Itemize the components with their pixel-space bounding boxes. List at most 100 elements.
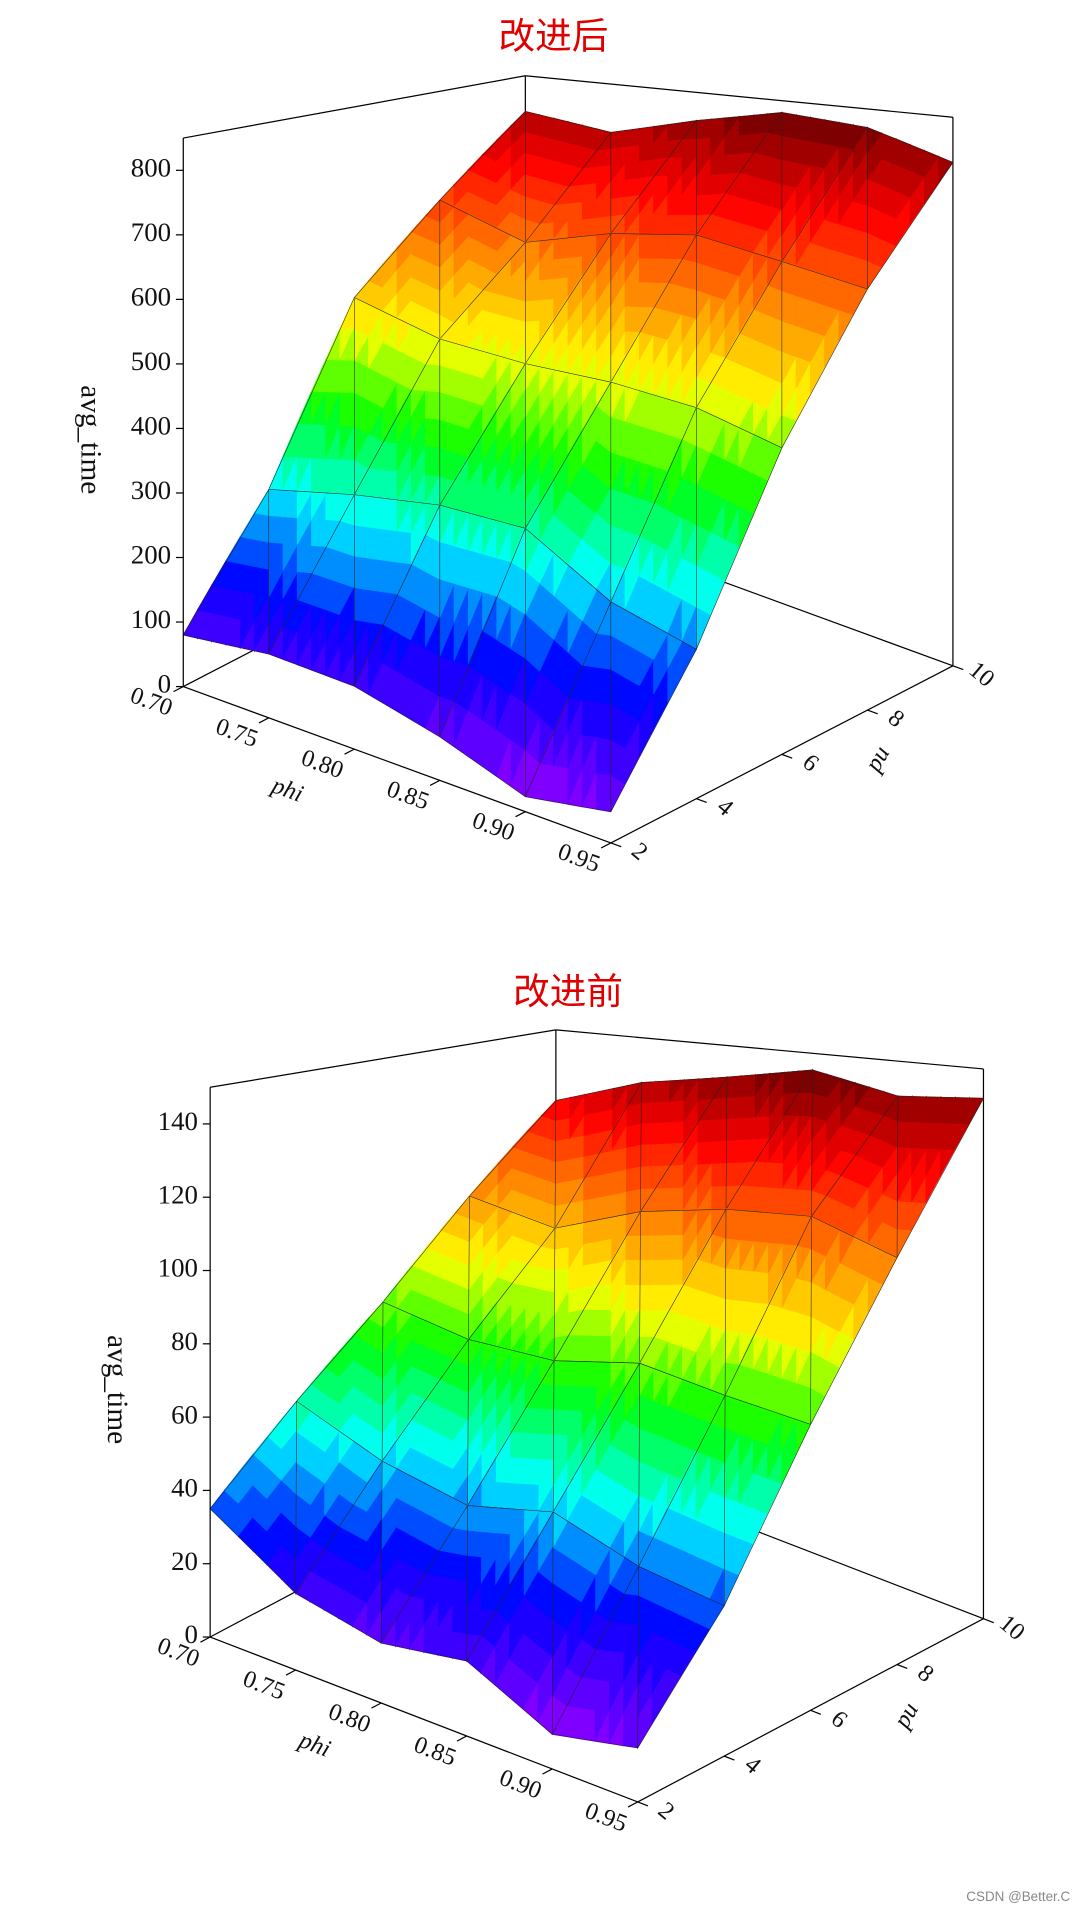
x-tick xyxy=(371,1702,382,1709)
mesh-line xyxy=(726,1069,813,1078)
z-tick-label: 140 xyxy=(158,1106,198,1136)
mesh-line xyxy=(638,1566,725,1607)
mesh-line xyxy=(439,242,526,340)
mesh-line xyxy=(610,601,697,650)
mesh-line xyxy=(610,120,697,133)
z-tick-label: 20 xyxy=(171,1546,198,1576)
mesh-line xyxy=(696,112,782,121)
mesh-line xyxy=(553,1228,556,1361)
mesh-line xyxy=(381,1642,467,1662)
x-tick xyxy=(344,748,355,755)
surface-patch xyxy=(568,1222,585,1248)
x-tick xyxy=(456,1735,467,1742)
mesh-line xyxy=(781,112,868,128)
y-tick xyxy=(810,1709,822,1715)
surface-patch xyxy=(583,1091,600,1117)
mesh-line xyxy=(637,1566,639,1748)
z-tick-label: 0 xyxy=(184,1619,197,1649)
mesh-line xyxy=(382,1301,469,1340)
x-tick xyxy=(542,1768,553,1775)
mesh-line xyxy=(552,1733,638,1749)
x-axis xyxy=(183,685,612,844)
surface-patch xyxy=(553,551,569,596)
mesh-line xyxy=(381,1339,469,1462)
z-tick-label: 80 xyxy=(171,1326,198,1356)
mesh-line xyxy=(555,1082,642,1101)
mesh-line xyxy=(439,363,526,506)
mesh-line xyxy=(381,1301,384,1462)
mesh-line xyxy=(696,112,783,236)
mesh-line xyxy=(554,1360,640,1364)
mesh-line xyxy=(810,1257,898,1425)
mesh-line xyxy=(354,338,441,495)
mesh-line xyxy=(380,1505,468,1644)
mesh-line xyxy=(811,1069,813,1217)
mesh-line xyxy=(781,288,868,448)
mesh-line xyxy=(551,1566,639,1735)
mesh-line xyxy=(725,1208,812,1217)
surface-patch xyxy=(582,1219,599,1246)
x-tick xyxy=(600,842,612,849)
mesh-line xyxy=(867,162,954,290)
surface-patch xyxy=(567,563,583,609)
mesh-line xyxy=(525,363,611,383)
mesh-line xyxy=(723,1395,726,1606)
mesh-line xyxy=(209,1508,296,1594)
mesh-line xyxy=(610,407,697,602)
z-axis-label: avg_time xyxy=(101,1335,133,1444)
z-tick-label: 300 xyxy=(131,475,171,505)
mesh-line xyxy=(525,233,611,243)
mesh-line xyxy=(295,1461,383,1594)
y-tick xyxy=(896,1663,908,1670)
mesh-line xyxy=(183,634,269,655)
mesh-line xyxy=(439,338,526,364)
y-tick xyxy=(696,798,707,804)
z-tick-label: 500 xyxy=(131,346,171,376)
mesh-line xyxy=(467,1360,555,1506)
mesh-line xyxy=(867,127,954,163)
mesh-line xyxy=(525,796,611,812)
surface-patch xyxy=(612,1085,629,1111)
mesh-line xyxy=(554,1100,557,1229)
x-tick xyxy=(627,1801,639,1808)
mesh-line xyxy=(781,261,868,290)
mesh-line xyxy=(554,1082,642,1229)
mesh-line xyxy=(639,1211,641,1364)
mesh-line xyxy=(439,504,526,529)
mesh-line xyxy=(354,297,440,340)
x-tick xyxy=(258,717,270,724)
mesh-line xyxy=(296,1301,384,1402)
mesh-line xyxy=(354,494,440,506)
mesh-line xyxy=(354,685,440,738)
z-tick-label: 800 xyxy=(131,152,171,182)
mesh-line xyxy=(296,1400,383,1462)
z-tick-label: 60 xyxy=(171,1399,198,1429)
mesh-line xyxy=(552,1360,555,1513)
mesh-line xyxy=(637,1605,725,1749)
mesh-line xyxy=(553,1211,641,1361)
mesh-line xyxy=(640,1208,727,1212)
axis-box xyxy=(210,1029,556,1088)
mesh-line xyxy=(295,1401,297,1594)
mesh-line xyxy=(896,1098,984,1258)
mesh-line xyxy=(467,1505,554,1513)
mesh-line xyxy=(209,1400,297,1509)
mesh-line xyxy=(696,234,782,262)
mesh-line xyxy=(724,1209,727,1396)
mesh-line xyxy=(268,653,355,687)
z-tick-label: 700 xyxy=(131,217,171,247)
mesh-line xyxy=(610,649,697,812)
mesh-line xyxy=(439,199,526,243)
z-tick-label: 40 xyxy=(171,1473,198,1503)
mesh-line xyxy=(468,1339,555,1361)
mesh-line xyxy=(268,489,355,496)
y-tick xyxy=(610,842,622,848)
mesh-line xyxy=(811,1095,899,1217)
mesh-line xyxy=(640,1082,642,1212)
mesh-line xyxy=(610,234,697,383)
axis-box xyxy=(555,1029,984,1070)
chart-title: 改进前 xyxy=(513,971,623,1012)
mesh-line xyxy=(469,1195,556,1229)
y-tick xyxy=(781,753,793,759)
